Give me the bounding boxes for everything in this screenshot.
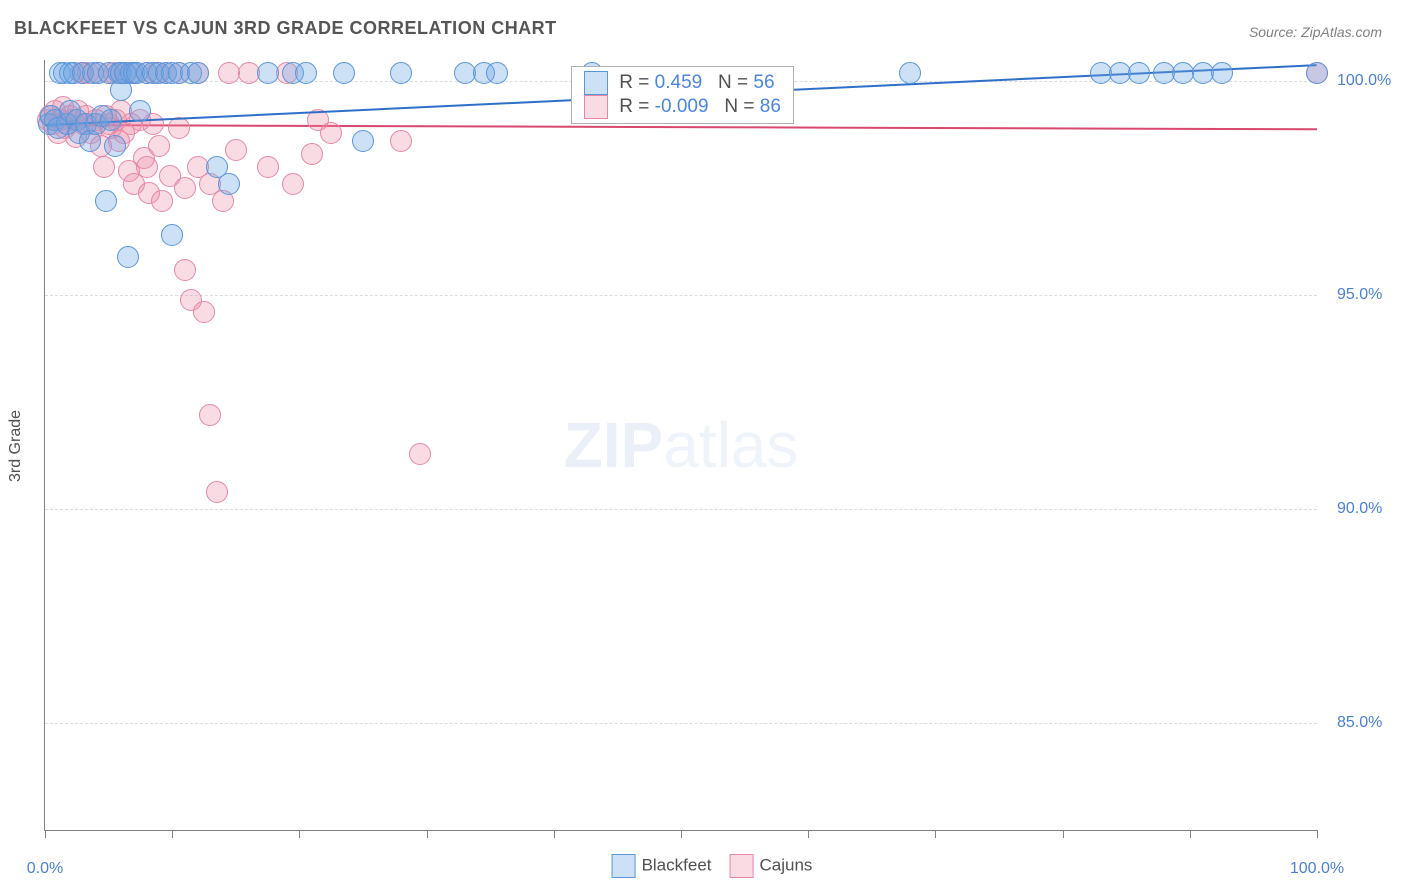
data-point-cajuns [174,177,196,199]
data-point-blackfeet [95,190,117,212]
watermark-bold: ZIP [564,409,664,481]
x-tick [808,830,809,838]
data-point-blackfeet [333,62,355,84]
x-tick [1190,830,1191,838]
x-tick-label: 100.0% [1290,860,1344,878]
x-tick [935,830,936,838]
data-point-cajuns [148,135,170,157]
data-point-blackfeet [187,62,209,84]
data-point-cajuns [174,259,196,281]
data-point-blackfeet [1306,62,1328,84]
swatch-blackfeet [584,71,608,95]
data-point-blackfeet [295,62,317,84]
x-tick [681,830,682,838]
data-point-blackfeet [117,246,139,268]
x-tick [1317,830,1318,838]
data-point-cajuns [136,156,158,178]
data-point-blackfeet [104,135,126,157]
y-tick-label: 100.0% [1337,72,1391,90]
data-point-cajuns [199,404,221,426]
data-point-blackfeet [1211,62,1233,84]
data-point-blackfeet [390,62,412,84]
y-tick-label: 90.0% [1337,500,1382,518]
correlation-row-cajuns: R = -0.009 N = 86 [584,95,781,119]
x-tick [427,830,428,838]
gridline-h [45,509,1317,510]
data-point-cajuns [320,122,342,144]
data-point-blackfeet [100,109,122,131]
data-point-cajuns [257,156,279,178]
data-point-blackfeet [161,224,183,246]
y-tick-label: 95.0% [1337,286,1382,304]
data-point-blackfeet [352,130,374,152]
data-point-cajuns [282,173,304,195]
data-point-blackfeet [129,100,151,122]
data-point-cajuns [390,130,412,152]
y-axis-title: 3rd Grade [7,410,25,482]
gridline-h [45,723,1317,724]
bottom-legend: Blackfeet Cajuns [594,854,813,878]
data-point-cajuns [193,301,215,323]
data-point-blackfeet [899,62,921,84]
data-point-blackfeet [257,62,279,84]
watermark: ZIPatlas [564,408,799,482]
x-tick [554,830,555,838]
data-point-blackfeet [486,62,508,84]
x-tick-label: 0.0% [27,860,63,878]
data-point-blackfeet [218,173,240,195]
correlation-row-blackfeet: R = 0.459 N = 56 [584,71,781,95]
legend-swatch-cajuns [730,854,754,878]
y-tick-label: 85.0% [1337,714,1382,732]
chart-container: BLACKFEET VS CAJUN 3RD GRADE CORRELATION… [0,0,1406,892]
watermark-light: atlas [663,409,798,481]
data-point-cajuns [301,143,323,165]
data-point-cajuns [225,139,247,161]
data-point-cajuns [168,117,190,139]
source-label: Source: ZipAtlas.com [1249,24,1382,40]
gridline-h [45,295,1317,296]
x-tick [172,830,173,838]
legend-swatch-blackfeet [612,854,636,878]
legend-label-blackfeet: Blackfeet [642,855,712,874]
data-point-cajuns [151,190,173,212]
data-point-blackfeet [1128,62,1150,84]
data-point-cajuns [93,156,115,178]
chart-title: BLACKFEET VS CAJUN 3RD GRADE CORRELATION… [14,18,557,39]
data-point-cajuns [206,481,228,503]
x-tick [299,830,300,838]
x-tick [45,830,46,838]
correlation-box: R = 0.459 N = 56 R = -0.009 N = 86 [571,66,794,124]
swatch-cajuns [584,95,608,119]
plot-area: ZIPatlas 85.0%90.0%95.0%100.0%0.0%100.0%… [44,60,1317,831]
regression-line-cajuns [45,124,1317,130]
data-point-cajuns [409,443,431,465]
x-tick [1063,830,1064,838]
legend-label-cajuns: Cajuns [760,855,813,874]
